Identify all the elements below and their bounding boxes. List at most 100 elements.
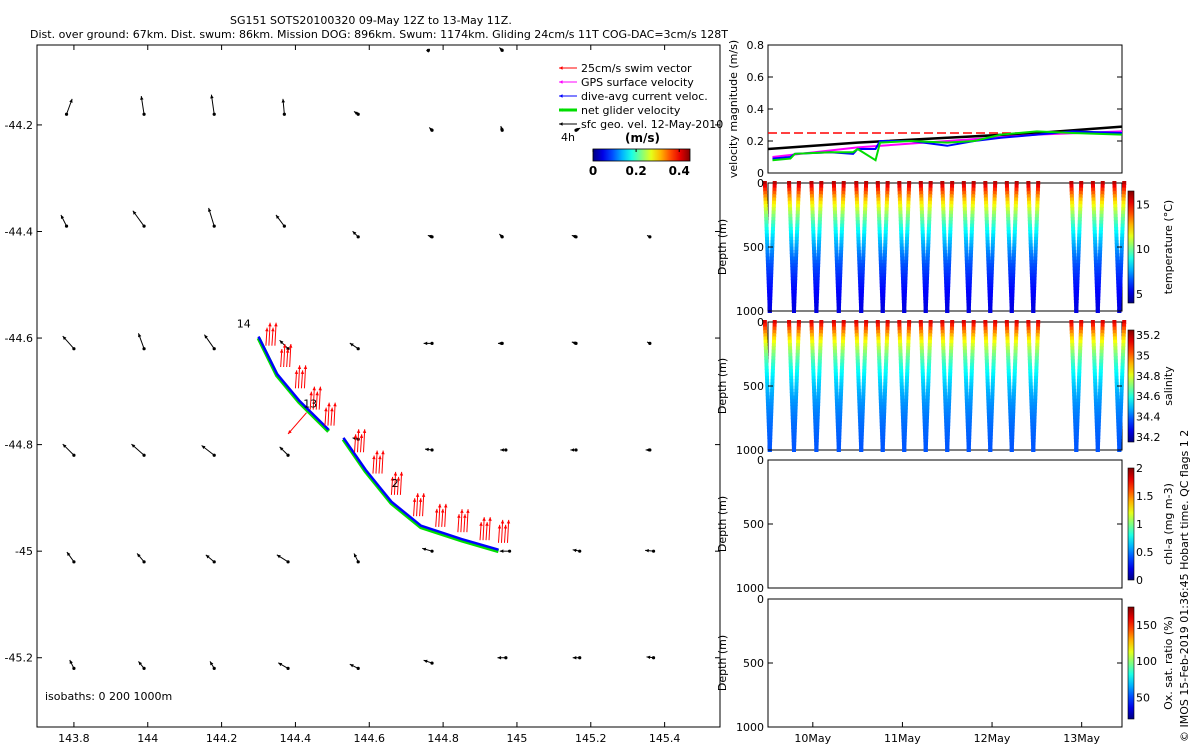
section-sample [790,398,795,403]
sfc-vector-head [425,447,429,452]
section-sample [969,369,974,374]
section-sample [899,233,904,238]
section-sample [927,356,932,361]
section-sample [942,233,947,238]
section-sample [983,320,988,324]
section-sample [1008,408,1013,413]
section-sample [882,249,887,254]
section-sample [1094,266,1099,271]
section-sample [877,375,882,380]
section-sample [862,233,867,238]
section-sample [992,349,997,354]
section-sample [922,408,927,413]
section-sample [881,431,886,436]
swim-vector-head [318,386,322,391]
section-sample [835,282,840,287]
section-sample [855,220,860,225]
section-sample [1030,276,1035,281]
section-sample [905,236,910,241]
dac-track [342,437,499,551]
section-sample [945,428,950,433]
section-sample [1093,259,1098,264]
section-sample [791,448,796,452]
section-sample [1035,333,1040,338]
section-sample [991,369,996,374]
section-sample [837,438,842,443]
section-sample [965,421,970,426]
section-sample [882,272,887,277]
section-sample [855,356,860,361]
swim-vector [396,476,401,495]
section-sample [962,197,967,202]
section-sample [898,207,903,212]
section-sample [1074,444,1079,449]
section-sample [947,382,952,387]
section-sample [834,392,839,397]
section-sample [905,365,910,370]
section-sample [817,379,822,384]
section-sample [1013,356,1018,361]
section-sample [897,184,902,189]
section-sample [1035,339,1040,344]
section-sample [1027,362,1032,367]
section-sample [964,243,969,248]
section-sample [1010,425,1015,430]
section-sample [772,187,777,192]
section-sample [984,220,989,225]
section-sample [948,365,953,370]
section-sample [1014,184,1019,189]
section-sample [811,236,816,241]
section-sample [768,441,773,446]
section-sample [993,184,998,189]
section-sample [1006,223,1011,228]
section-sample [900,415,905,420]
section-sample [918,320,923,324]
section-sample [1074,295,1079,300]
section-sample [787,326,792,331]
section-sample [790,259,795,264]
section-sample [884,359,889,364]
section-sample [1112,326,1117,331]
section-sample [962,333,967,338]
section-sample [1091,207,1096,212]
section-sample [857,398,862,403]
section-sample [966,444,971,449]
section-sample [1119,382,1124,387]
section-sample [835,279,840,284]
section-sample [899,385,904,390]
section-sample [940,336,945,341]
section-sample [841,323,846,328]
section-sample [1093,379,1098,384]
section-sample [884,352,889,357]
section-sample [793,411,798,416]
section-sample [793,402,798,407]
section-sample [812,259,817,264]
section-sample [768,421,773,426]
swim-vector [359,434,364,453]
section-sample [833,233,838,238]
legend-marker-gps [559,80,577,84]
map-x-tick-label: 145.2 [575,732,607,745]
section-sample [810,220,815,225]
section-sample [793,408,798,413]
section-sample [841,197,846,202]
section-sample [1096,431,1101,436]
section-sample [1006,359,1011,364]
section-sample [987,418,992,423]
section-sample [771,346,776,351]
section-sample [765,246,770,251]
section-sample [1092,372,1097,377]
section-sample [1012,369,1017,374]
swim-vector-head [503,524,508,529]
section-sample [985,369,990,374]
section-sample [862,352,867,357]
section-sample [990,385,995,390]
section-sample [763,339,768,344]
section-sample [1033,388,1038,393]
section-sample [883,236,888,241]
section-sample [950,323,955,328]
section-sample [768,438,773,443]
section-sample [1094,408,1099,413]
section-sample [787,187,792,192]
sfc-geostrophic-vectors [60,47,656,670]
